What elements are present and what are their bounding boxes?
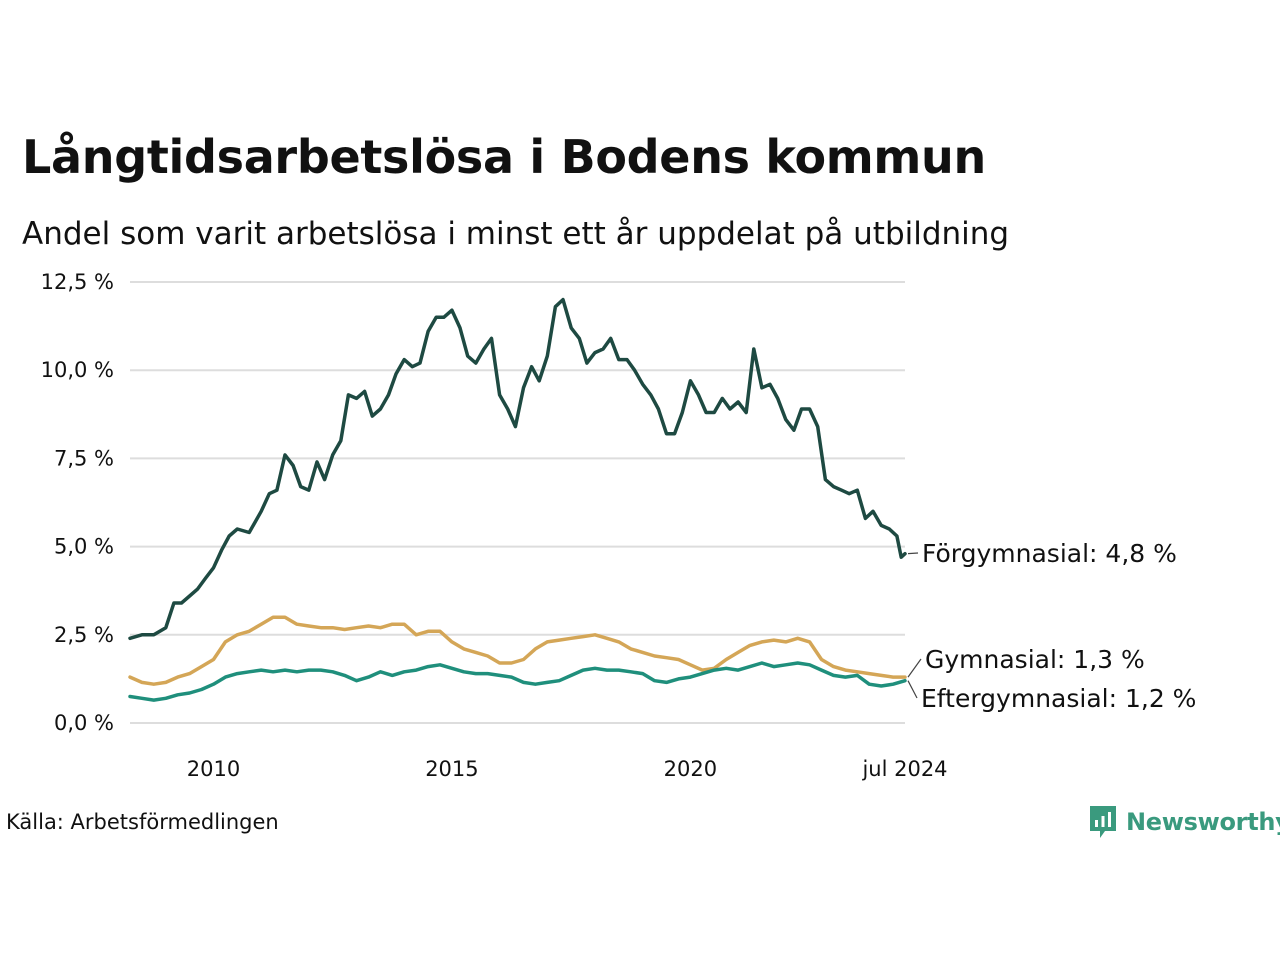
x-axis-ticks: 2010 2015 2020 jul 2024 — [187, 757, 948, 781]
chart-title: Långtidsarbetslösa i Bodens kommun — [22, 130, 986, 184]
x-tick-label: jul 2024 — [861, 757, 947, 781]
series-lines — [128, 297, 907, 702]
x-tick-label: 2020 — [664, 757, 717, 781]
x-tick-label: 2010 — [187, 757, 240, 781]
end-label-gymnasial: Gymnasial: 1,3 % — [925, 645, 1145, 674]
y-tick-label: 0,0 % — [54, 711, 114, 735]
y-tick-label: 7,5 % — [54, 446, 114, 470]
y-tick-label: 5,0 % — [54, 535, 114, 559]
y-tick-label: 10,0 % — [41, 358, 114, 382]
source-note: Källa: Arbetsförmedlingen — [6, 810, 279, 834]
y-axis-ticks: 0,0 % 2,5 % 5,0 % 7,5 % 10,0 % 12,5 % — [41, 270, 114, 735]
end-label-connector — [907, 658, 922, 678]
x-tick-label: 2015 — [425, 757, 478, 781]
chart-subtitle: Andel som varit arbetslösa i minst ett å… — [22, 216, 1010, 252]
grid-lines — [130, 281, 905, 724]
newsworthy-logo: Newsworthy — [1088, 804, 1280, 840]
end-label-connector — [907, 680, 918, 699]
end-label-eftergymnasial: Eftergymnasial: 1,2 % — [921, 684, 1196, 713]
series-line-gymnasial — [128, 615, 907, 686]
newsworthy-logo-text: Newsworthy — [1126, 808, 1280, 836]
end-label-förgymnasial: Förgymnasial: 4,8 % — [922, 539, 1177, 568]
y-tick-label: 2,5 % — [54, 623, 114, 647]
end-label-connector — [907, 552, 919, 555]
newsworthy-logo-icon — [1090, 806, 1116, 838]
end-labels: Förgymnasial: 4,8 % Gymnasial: 1,3 % Efter… — [907, 539, 1196, 713]
y-tick-label: 12,5 % — [41, 270, 114, 294]
series-line-eftergymnasial — [128, 661, 907, 702]
series-line-förgymnasial — [128, 297, 907, 641]
